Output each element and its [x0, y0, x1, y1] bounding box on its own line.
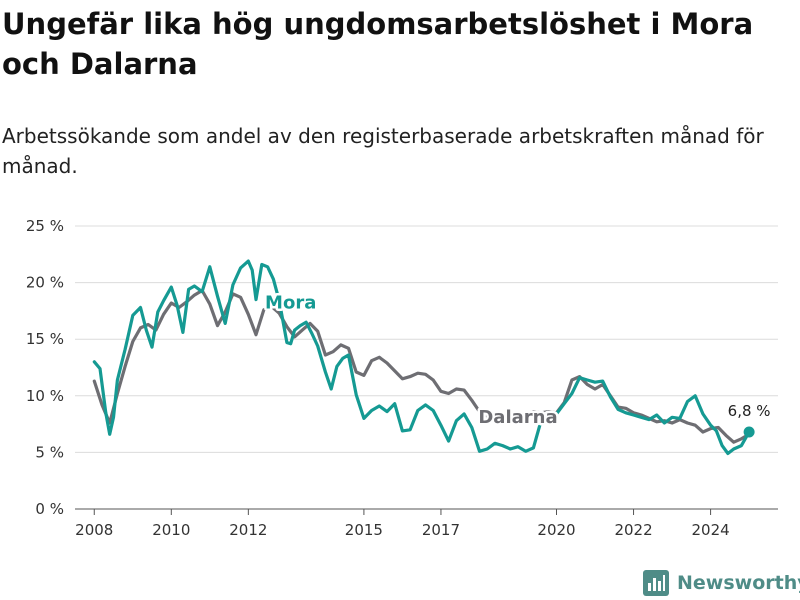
- y-tick-label: 10 %: [26, 387, 64, 405]
- series-label-dalarna: Dalarna: [478, 407, 557, 428]
- bar-chart-logo-icon: [643, 570, 669, 596]
- x-tick-label: 2008: [75, 521, 113, 539]
- series-label-mora: Mora: [265, 293, 316, 314]
- x-tick-label: 2017: [422, 521, 460, 539]
- series-line-dalarna: [92, 288, 751, 444]
- series-line-mora: [92, 259, 751, 456]
- x-tick-label: 2024: [691, 521, 729, 539]
- chart-title: Ungefär lika hög ungdomsarbetslöshet i M…: [2, 7, 754, 81]
- series-label-halo: Dalarna: [478, 407, 557, 428]
- end-value-label: 6,8 %: [728, 402, 771, 420]
- x-tick-label: 2020: [537, 521, 575, 539]
- y-tick-label: 15 %: [26, 330, 64, 348]
- x-tick-label: 2010: [152, 521, 190, 539]
- chart-subtitle: Arbetssökande som andel av den registerb…: [2, 124, 764, 178]
- x-tick-label: 2015: [345, 521, 383, 539]
- x-tick-label: 2022: [614, 521, 652, 539]
- series-label-halo: Mora: [265, 293, 316, 314]
- y-tick-label: 20 %: [26, 274, 64, 292]
- x-tick-label: 2012: [229, 521, 267, 539]
- end-point: [743, 426, 755, 438]
- y-tick-label: 0 %: [35, 500, 64, 518]
- y-tick-label: 25 %: [26, 217, 64, 235]
- brand-name: Newsworthy: [677, 572, 800, 594]
- brand-logo: Newsworthy: [643, 568, 800, 598]
- y-tick-label: 5 %: [35, 443, 64, 461]
